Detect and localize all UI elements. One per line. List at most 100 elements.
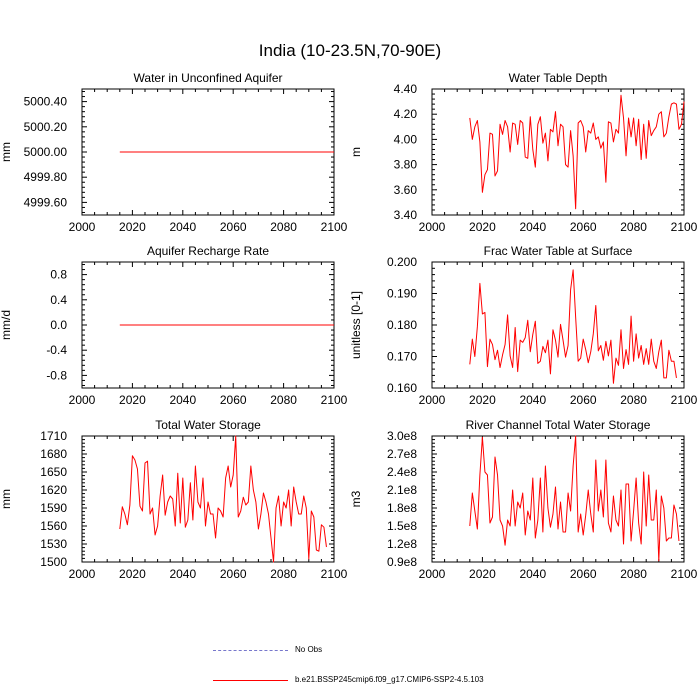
x-tick-label: 2000 bbox=[69, 220, 96, 234]
chart-title: River Channel Total Water Storage bbox=[466, 418, 651, 432]
y-tick-label: 0.9e8 bbox=[387, 555, 417, 569]
series-line bbox=[469, 269, 677, 384]
y-tick-label: 0.8 bbox=[50, 268, 67, 282]
y-tick-label: 5000.20 bbox=[24, 120, 68, 134]
x-tick-label: 2080 bbox=[270, 220, 297, 234]
x-tick-label: 2020 bbox=[469, 393, 496, 407]
x-tick-label: 2040 bbox=[169, 393, 196, 407]
y-tick-label: 1680 bbox=[40, 447, 67, 461]
y-tick-label: 0.180 bbox=[387, 318, 417, 332]
x-tick-label: 2060 bbox=[570, 567, 597, 581]
y-tick-label: 2.1e8 bbox=[387, 483, 417, 497]
y-tick-label: 1590 bbox=[40, 501, 67, 515]
figure-title: India (10-23.5N,70-90E) bbox=[259, 41, 441, 60]
chart-panel-4: Frac Water Table at Surface unitless [0-1… bbox=[349, 244, 698, 407]
series-line bbox=[469, 94, 685, 210]
y-tick-label: 5000.40 bbox=[24, 95, 68, 109]
x-tick-label: 2100 bbox=[671, 393, 698, 407]
y-tick-label: 0.4 bbox=[50, 293, 67, 307]
y-axis-label: m bbox=[349, 147, 363, 157]
x-tick-label: 2060 bbox=[220, 220, 247, 234]
y-axis-label: mm bbox=[0, 142, 13, 162]
x-tick-label: 2040 bbox=[519, 220, 546, 234]
y-tick-label: 0.0 bbox=[50, 318, 67, 332]
x-tick-label: 2000 bbox=[69, 393, 96, 407]
y-tick-label: 1530 bbox=[40, 537, 67, 551]
y-tick-label: 3.60 bbox=[394, 183, 418, 197]
x-tick-label: 2080 bbox=[620, 220, 647, 234]
chart-title: Frac Water Table at Surface bbox=[484, 244, 633, 258]
y-axis-label: mm/d bbox=[0, 310, 13, 340]
x-tick-label: 2080 bbox=[270, 393, 297, 407]
y-axis-label: unitless [0-1] bbox=[349, 291, 363, 359]
y-tick-label: 0.200 bbox=[387, 255, 417, 269]
x-tick-label: 2020 bbox=[469, 220, 496, 234]
x-tick-label: 2000 bbox=[419, 567, 446, 581]
x-tick-label: 2100 bbox=[321, 393, 348, 407]
x-tick-label: 2040 bbox=[519, 567, 546, 581]
y-tick-label: 2.4e8 bbox=[387, 465, 417, 479]
y-tick-label: 3.40 bbox=[394, 208, 418, 222]
x-tick-label: 2040 bbox=[169, 220, 196, 234]
y-tick-label: -0.8 bbox=[46, 368, 67, 382]
x-tick-label: 2060 bbox=[220, 567, 247, 581]
x-tick-label: 2080 bbox=[620, 393, 647, 407]
x-tick-label: 2060 bbox=[220, 393, 247, 407]
y-tick-label: 0.170 bbox=[387, 350, 417, 364]
x-tick-label: 2100 bbox=[671, 567, 698, 581]
plot-frame bbox=[431, 261, 685, 389]
y-tick-label: 3.0e8 bbox=[387, 429, 417, 443]
y-tick-label: 5000.00 bbox=[24, 145, 68, 159]
y-tick-label: 1620 bbox=[40, 483, 67, 497]
y-tick-label: 4.00 bbox=[394, 132, 418, 146]
y-tick-label: 2.7e8 bbox=[387, 447, 417, 461]
y-tick-label: 1.5e8 bbox=[387, 519, 417, 533]
series-line bbox=[119, 435, 327, 563]
y-tick-label: 0.160 bbox=[387, 381, 417, 395]
panels: Water in Unconfined Aquifer mm 2000 2020 204… bbox=[0, 71, 698, 581]
chart-panel-3: Aquifer Recharge Rate mm/d 2000 2020 2040 206… bbox=[0, 244, 348, 407]
x-tick-label: 2020 bbox=[469, 567, 496, 581]
x-tick-label: 2060 bbox=[570, 393, 597, 407]
y-tick-label: 0.190 bbox=[387, 287, 417, 301]
x-tick-label: 2080 bbox=[270, 567, 297, 581]
x-tick-label: 2020 bbox=[119, 567, 146, 581]
y-axis-label: mm bbox=[0, 489, 13, 509]
y-tick-label: 1500 bbox=[40, 555, 67, 569]
y-tick-label: 1560 bbox=[40, 519, 67, 533]
chart-panel-2: Water Table Depth m 2000 2020 2040 2060 2080 21… bbox=[349, 71, 698, 234]
legend-model-label: b.e21.BSSP245cmip6.f09_g17.CMIP6-SSP2-4.… bbox=[295, 675, 484, 684]
legend-obs-label: No Obs bbox=[295, 645, 323, 654]
legend-obs-line bbox=[213, 650, 288, 651]
chart-panel-1: Water in Unconfined Aquifer mm 2000 2020 204… bbox=[0, 71, 348, 234]
y-tick-label: 1710 bbox=[40, 429, 67, 443]
y-tick-label: 4999.60 bbox=[24, 195, 68, 209]
y-tick-label: 1.8e8 bbox=[387, 501, 417, 515]
x-tick-label: 2100 bbox=[671, 220, 698, 234]
chart-title: Water in Unconfined Aquifer bbox=[134, 71, 283, 85]
chart-title: Water Table Depth bbox=[509, 71, 608, 85]
y-tick-label: 4.20 bbox=[394, 107, 418, 121]
x-tick-label: 2040 bbox=[169, 567, 196, 581]
x-tick-label: 2100 bbox=[321, 567, 348, 581]
chart-panel-5: Total Water Storage mm 2000 2020 2040 2060 208… bbox=[0, 418, 348, 581]
x-tick-label: 2000 bbox=[69, 567, 96, 581]
chart-title: Aquifer Recharge Rate bbox=[147, 244, 269, 258]
x-tick-label: 2040 bbox=[519, 393, 546, 407]
x-tick-label: 2100 bbox=[321, 220, 348, 234]
x-tick-label: 2000 bbox=[419, 220, 446, 234]
x-tick-label: 2060 bbox=[570, 220, 597, 234]
y-tick-label: 1650 bbox=[40, 465, 67, 479]
y-tick-label: 4999.80 bbox=[24, 170, 68, 184]
x-tick-label: 2020 bbox=[119, 393, 146, 407]
chart-title: Total Water Storage bbox=[155, 418, 261, 432]
series-line bbox=[469, 435, 680, 562]
legend-model-line bbox=[213, 680, 288, 681]
x-tick-label: 2000 bbox=[419, 393, 446, 407]
y-axis-label: m3 bbox=[349, 490, 363, 507]
y-tick-label: 4.40 bbox=[394, 82, 418, 96]
plot-frame bbox=[431, 435, 685, 563]
chart-panel-6: River Channel Total Water Storage m3 2000 2… bbox=[349, 418, 698, 581]
y-tick-label: 3.80 bbox=[394, 158, 418, 172]
